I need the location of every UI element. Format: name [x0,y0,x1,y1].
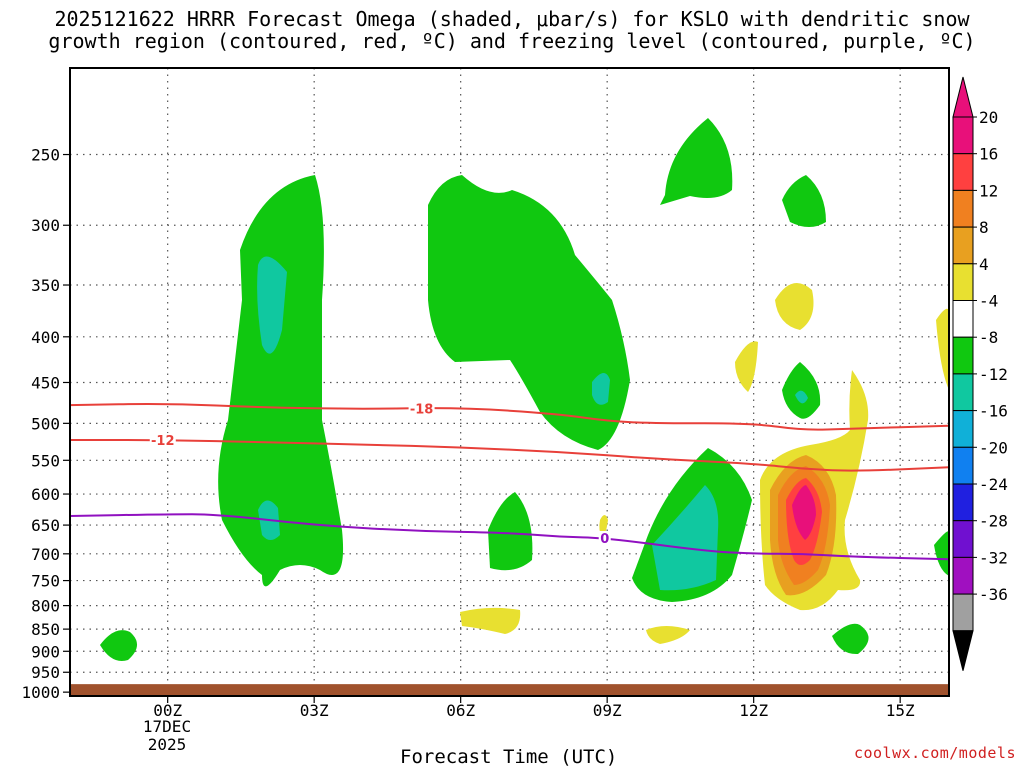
omega-region [460,607,521,634]
y-tick-label: 850 [31,620,60,639]
y-axis: 250 300 350 400 450 500 550 600 650 700 750 800 850 9… [21,146,70,702]
title-line-1: 2025121622 HRRR Forecast Omega (shaded, … [54,7,970,31]
omega-region [795,390,808,404]
x-tick-label: 06Z [446,701,475,720]
colorbar-swatch [952,373,974,412]
colorbar-label: -12 [979,365,1008,384]
colorbar-label: -28 [979,512,1008,531]
colorbar-label: 8 [979,218,989,237]
colorbar-bottom-arrow [952,630,974,671]
date-label: 17DEC [143,717,191,736]
colorbar-label: 4 [979,255,989,274]
colorbar-label: 16 [979,145,998,164]
y-tick-label: 700 [31,545,60,564]
y-tick-label: 900 [31,642,60,661]
ground-fill [70,684,949,696]
y-tick-label: 550 [31,451,60,470]
colorbar-top-arrow [952,76,974,118]
x-axis-title: Forecast Time (UTC) [400,746,618,768]
dgz-upper-label-text: -18 [410,402,434,417]
freezing-label-text: 0 [600,532,609,547]
y-tick-label: 300 [31,216,60,235]
y-tick-label: 950 [31,663,60,682]
contours: -18 -12 0 [69,401,950,561]
y-tick-label: 650 [31,516,60,535]
title-line-2: growth region (contoured, red, ºC) and f… [48,29,976,53]
x-tick-label: 09Z [593,701,622,720]
y-tick-label: 350 [31,276,60,295]
x-tick-label: 15Z [886,701,915,720]
colorbar-label: -36 [979,585,1008,604]
freezing-level-contour [69,513,950,561]
omega-region [218,175,344,587]
colorbar-swatch [952,593,974,632]
colorbar: 20 16 12 8 4 -4 -8 -12 -16 -20 -24 -28 -32 -36 [952,76,1008,671]
y-tick-label: 400 [31,328,60,347]
omega-fields [100,118,949,661]
colorbar-swatch [952,520,974,558]
omega-region [782,362,821,419]
omega-region [660,118,733,205]
colorbar-label: -24 [979,475,1008,494]
x-axis: 00Z 03Z 06Z 09Z 12Z 15Z [153,696,915,720]
omega-region [934,531,949,576]
y-tick-label: 600 [31,485,60,504]
omega-region [592,372,610,405]
colorbar-swatch [952,556,974,595]
omega-region [735,341,758,392]
dgz-lower-label-text: -12 [151,434,175,449]
y-tick-label: 450 [31,373,60,392]
colorbar-swatch [952,189,974,228]
colorbar-label: -32 [979,548,1008,567]
colorbar-label: -20 [979,438,1008,457]
colorbar-swatch [952,410,974,448]
colorbar-label: -8 [979,328,998,347]
year-label: 2025 [148,735,187,754]
omega-region [428,175,630,450]
colorbar-swatch [952,263,974,301]
dgz-upper-label: -18 [408,401,435,417]
colorbar-label: 12 [979,181,998,200]
freezing-label: 0 [598,530,611,547]
omega-region [646,626,690,644]
chart-title: 2025121622 HRRR Forecast Omega (shaded, … [0,8,1024,52]
y-tick-label: 250 [31,146,60,165]
y-tick-label: 800 [31,597,60,616]
colorbar-swatch [952,336,974,375]
omega-region [652,485,719,591]
colorbar-swatch [952,116,974,155]
omega-region [832,623,869,655]
colorbar-swatch [952,483,974,522]
omega-region [100,630,138,661]
omega-region [782,175,826,227]
omega-region [488,492,533,571]
colorbar-swatch [952,446,974,485]
omega-region [936,308,949,390]
colorbar-label: 20 [979,108,998,127]
x-tick-label: 03Z [300,701,329,720]
dgz-lower-label: -12 [149,433,176,449]
colorbar-swatch [952,153,974,191]
x-tick-label: 12Z [739,701,768,720]
y-tick-label: 500 [31,414,60,433]
grid [70,68,949,696]
omega-region [775,282,814,330]
dgz-upper-contour [69,403,950,431]
colorbar-label: -16 [979,402,1008,421]
credit-text: coolwx.com/models [853,744,1016,762]
x-tick-label: 00Z [153,701,182,720]
y-tick-label: 750 [31,572,60,591]
colorbar-swatch [952,226,974,265]
omega-region [792,485,816,540]
omega-region [257,256,287,354]
y-tick-label: 1000 [21,683,60,702]
dgz-lower-contour [70,439,950,472]
colorbar-swatch [952,300,974,338]
colorbar-label: -4 [979,292,998,311]
